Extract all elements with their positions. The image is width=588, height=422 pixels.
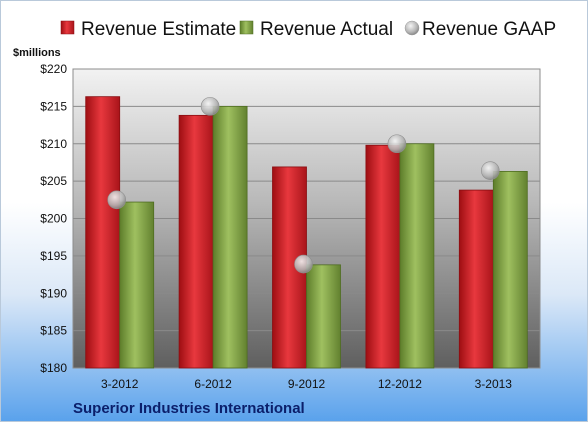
legend-label-actual: Revenue Actual	[260, 19, 393, 40]
legend-swatch-gaap	[404, 20, 420, 36]
bars	[85, 96, 528, 369]
y-tick-label: $180	[40, 361, 67, 375]
x-tick-label: 6-2012	[194, 377, 232, 391]
x-tick-label: 3-2013	[475, 377, 513, 391]
legend-label-estimate: Revenue Estimate	[81, 19, 236, 40]
y-axis-ticks: $180 $185 $190 $195 $200 $205 $210 $215 $220	[40, 62, 67, 375]
legend-swatch-actual	[239, 20, 254, 35]
marker-revenue-gaap	[107, 190, 126, 210]
y-tick-label: $195	[40, 249, 67, 263]
y-tick-label: $190	[40, 286, 67, 300]
bar-revenue-actual	[492, 171, 528, 369]
legend-item-gaap: Revenue GAAP	[404, 19, 556, 40]
marker-revenue-gaap	[387, 134, 407, 154]
y-tick-label: $185	[40, 324, 67, 338]
y-tick-label: $215	[40, 99, 67, 113]
bar-revenue-estimate	[458, 189, 494, 369]
bar-revenue-actual	[119, 201, 155, 369]
company-name: Superior Industries International	[73, 400, 305, 417]
y-tick-label: $210	[40, 137, 67, 151]
legend: Revenue Estimate Revenue Actual Revenue …	[60, 19, 556, 40]
marker-revenue-gaap	[200, 97, 220, 116]
x-axis-ticks: 3-2012 6-2012 9-2012 12-2012 3-2013	[101, 377, 512, 391]
x-tick-label: 3-2012	[101, 377, 139, 391]
bar-revenue-actual	[212, 105, 248, 369]
y-tick-label: $200	[40, 212, 67, 226]
bar-revenue-estimate	[85, 96, 121, 369]
bar-revenue-actual	[399, 143, 435, 369]
bar-revenue-estimate	[365, 144, 401, 369]
bar-revenue-actual	[306, 264, 341, 369]
marker-revenue-gaap	[480, 161, 500, 180]
legend-swatch-estimate	[60, 20, 75, 35]
legend-label-gaap: Revenue GAAP	[422, 19, 556, 40]
marker-revenue-gaap	[294, 254, 313, 274]
unit-label: $millions	[13, 47, 61, 59]
gaap-markers	[107, 97, 500, 274]
x-tick-label: 12-2012	[378, 377, 422, 391]
legend-item-estimate: Revenue Estimate	[60, 19, 236, 40]
legend-item-actual: Revenue Actual	[239, 19, 393, 40]
bar-revenue-estimate	[178, 114, 214, 369]
x-tick-label: 9-2012	[288, 377, 326, 391]
y-tick-label: $220	[40, 62, 67, 76]
y-tick-label: $205	[40, 174, 67, 188]
